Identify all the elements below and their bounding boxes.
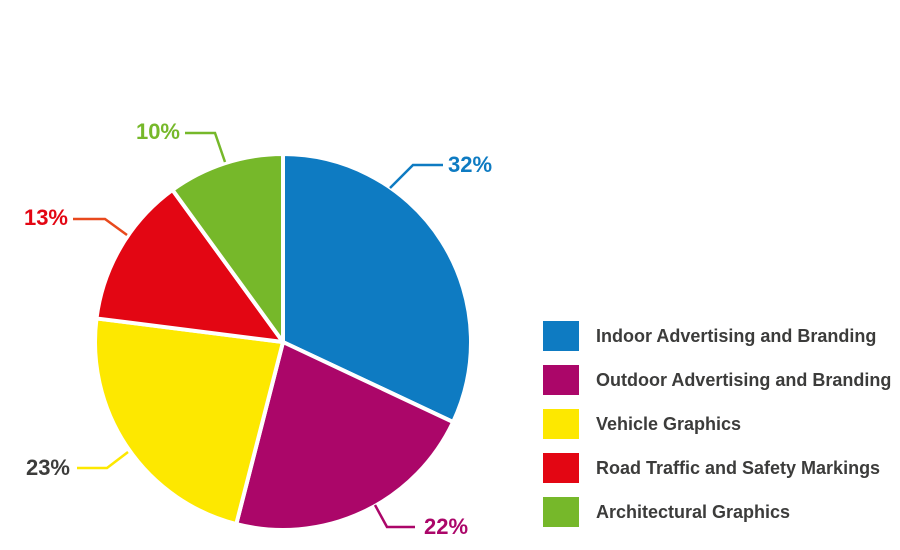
legend-label: Outdoor Advertising and Branding bbox=[596, 369, 892, 390]
legend-label: Vehicle Graphics bbox=[596, 413, 742, 434]
callout-line-4 bbox=[185, 131, 227, 163]
pct-label-2: 23% bbox=[26, 455, 70, 480]
callout-line-0 bbox=[389, 163, 443, 189]
legend-item: Road Traffic and Safety Markings bbox=[543, 453, 891, 483]
pie-slice-3 bbox=[94, 187, 285, 344]
legend-swatch bbox=[543, 365, 579, 395]
callout-line-2 bbox=[77, 451, 129, 470]
pct-label-0: 32% bbox=[448, 152, 492, 177]
legend-label: Architectural Graphics bbox=[596, 501, 791, 522]
legend: Indoor Advertising and Branding Outdoor … bbox=[543, 321, 891, 541]
legend-label: Road Traffic and Safety Markings bbox=[596, 457, 881, 478]
pie-slice-4 bbox=[170, 152, 285, 344]
legend-swatch bbox=[543, 409, 579, 439]
legend-item: Indoor Advertising and Branding bbox=[543, 321, 891, 351]
legend-item: Vehicle Graphics bbox=[543, 409, 891, 439]
legend-item: Architectural Graphics bbox=[543, 497, 891, 527]
pie-slice-2 bbox=[93, 316, 285, 527]
pct-label-4: 10% bbox=[136, 119, 180, 144]
legend-label: Indoor Advertising and Branding bbox=[596, 325, 877, 346]
legend-swatch bbox=[543, 497, 579, 527]
legend-item: Outdoor Advertising and Branding bbox=[543, 365, 891, 395]
legend-swatch bbox=[543, 453, 579, 483]
callout-line-3 bbox=[73, 217, 128, 237]
pct-label-3: 13% bbox=[24, 205, 68, 230]
pie-slice-0 bbox=[281, 152, 473, 425]
legend-swatch bbox=[543, 321, 579, 351]
pie-slice-1 bbox=[234, 340, 456, 532]
callout-line-1 bbox=[373, 504, 415, 529]
pct-label-1: 22% bbox=[424, 514, 468, 539]
